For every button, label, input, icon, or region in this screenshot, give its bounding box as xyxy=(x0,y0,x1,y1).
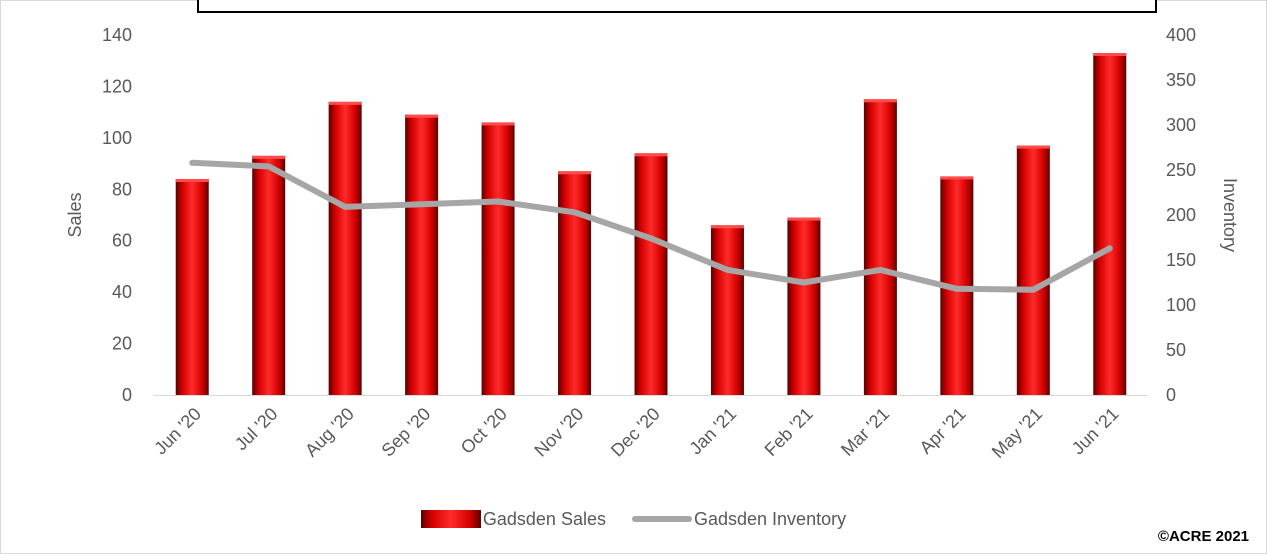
y-tick-label: 80 xyxy=(112,179,132,199)
x-tick-label: Jan '21 xyxy=(686,404,741,459)
x-tick-label: Jul '20 xyxy=(231,404,282,455)
legend-label-sales: Gadsden Sales xyxy=(483,509,606,530)
x-tick-label: May '21 xyxy=(988,404,1046,462)
x-tick-label: Oct '20 xyxy=(457,404,511,458)
bar-top-bevel xyxy=(635,153,668,156)
x-tick-label: Jun '20 xyxy=(150,404,205,459)
x-tick-label: Feb '21 xyxy=(761,404,817,460)
x-tick-label: Sep '20 xyxy=(378,404,435,461)
x-tick-label: Mar '21 xyxy=(837,404,893,460)
legend-label-inventory: Gadsden Inventory xyxy=(694,509,846,530)
copyright-text: ©ACRE 2021 xyxy=(1158,528,1249,545)
y-tick-label: 20 xyxy=(112,334,132,354)
bar-top-bevel xyxy=(940,176,973,179)
y2-tick-label: 250 xyxy=(1166,160,1196,180)
y2-tick-label: 350 xyxy=(1166,70,1196,90)
y-tick-label: 140 xyxy=(102,25,132,45)
bar xyxy=(252,156,285,395)
bar-top-bevel xyxy=(329,102,362,105)
y2-tick-label: 50 xyxy=(1166,340,1186,360)
x-tick-label: Apr '21 xyxy=(916,404,970,458)
bar xyxy=(1093,53,1126,395)
y2-tick-label: 400 xyxy=(1166,25,1196,45)
y2-tick-label: 300 xyxy=(1166,115,1196,135)
legend-item-inventory: Gadsden Inventory xyxy=(632,509,846,530)
bar xyxy=(864,99,897,395)
bar xyxy=(1017,146,1050,395)
bar-top-bevel xyxy=(1017,146,1050,149)
y-tick-label: 0 xyxy=(122,385,132,405)
bar-top-bevel xyxy=(864,99,897,102)
y2-tick-label: 100 xyxy=(1166,295,1196,315)
y-tick-label: 40 xyxy=(112,282,132,302)
y2-tick-label: 150 xyxy=(1166,250,1196,270)
bar-top-bevel xyxy=(558,171,591,174)
bar xyxy=(329,102,362,395)
y-tick-label: 120 xyxy=(102,76,132,96)
y2-tick-label: 0 xyxy=(1166,385,1176,405)
x-tick-label: Jun '21 xyxy=(1068,404,1123,459)
legend-swatch-bar xyxy=(421,510,481,528)
bar-top-bevel xyxy=(252,156,285,159)
combo-chart: 0 20 40 60 80 100 120 140 0 50 100 150 200 250 300 350 4… xyxy=(0,0,1267,500)
legend-swatch-line xyxy=(632,516,692,522)
bar-top-bevel xyxy=(787,218,820,221)
y-axis-title: Sales xyxy=(65,192,85,237)
bar xyxy=(635,153,668,395)
x-tick-label: Dec '20 xyxy=(607,404,664,461)
bar-top-bevel xyxy=(482,122,515,125)
bar xyxy=(558,171,591,395)
bar xyxy=(405,115,438,395)
x-tick-label: Nov '20 xyxy=(530,404,587,461)
bar xyxy=(176,179,209,395)
x-tick-label: Aug '20 xyxy=(301,404,358,461)
bar-top-bevel xyxy=(711,225,744,228)
y-tick-label: 60 xyxy=(112,231,132,251)
bar xyxy=(711,225,744,395)
bar-top-bevel xyxy=(176,179,209,182)
bar xyxy=(787,218,820,395)
y-tick-label: 100 xyxy=(102,128,132,148)
bar xyxy=(482,122,515,395)
legend-item-sales: Gadsden Sales xyxy=(421,509,606,530)
legend: Gadsden Sales Gadsden Inventory xyxy=(0,506,1267,532)
bar-top-bevel xyxy=(1093,53,1126,56)
bar-top-bevel xyxy=(405,115,438,118)
y2-axis-title: Inventory xyxy=(1220,178,1240,252)
y2-tick-label: 200 xyxy=(1166,205,1196,225)
